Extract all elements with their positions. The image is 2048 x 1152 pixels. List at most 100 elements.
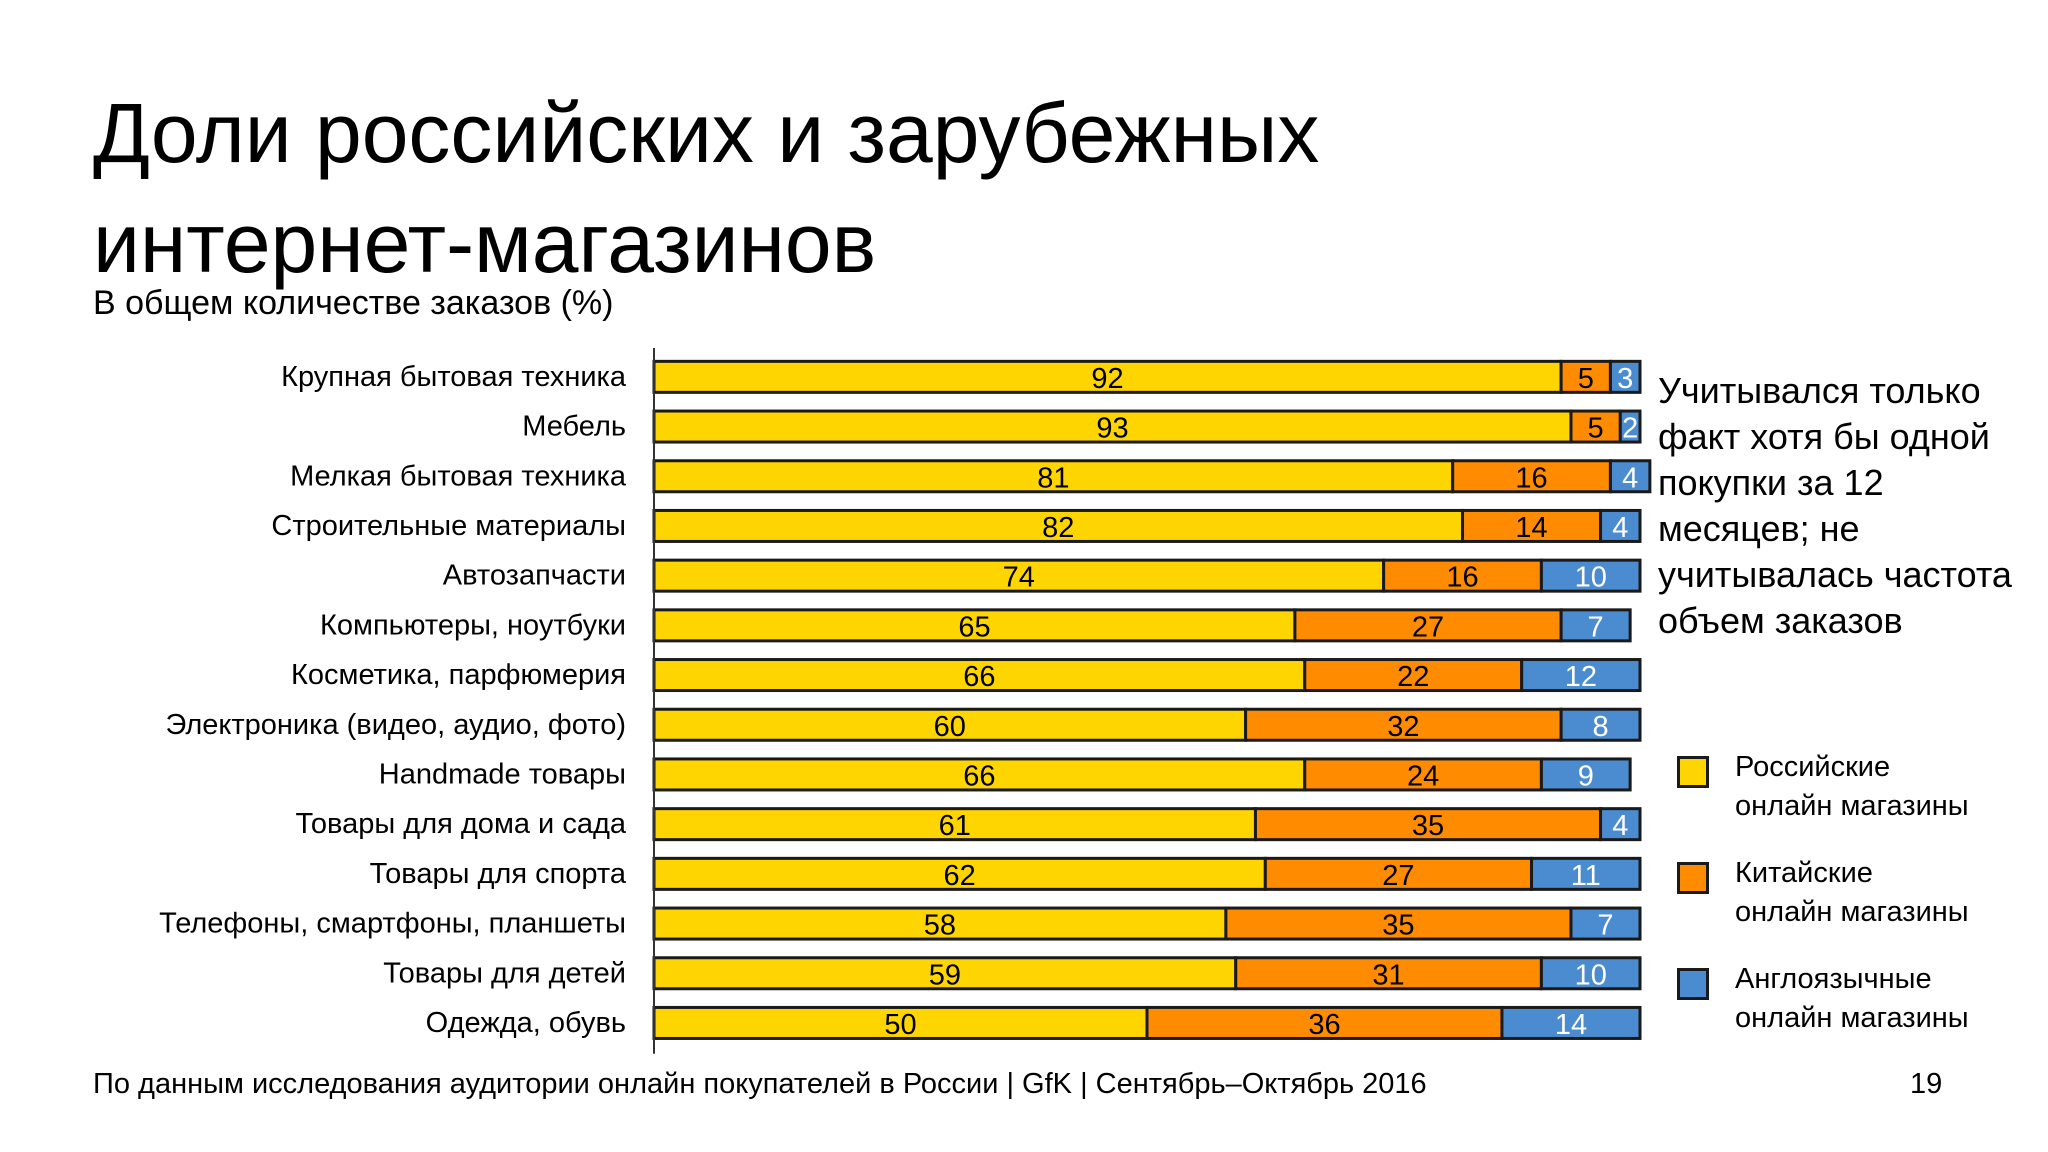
- bar-segment: [1559, 608, 1632, 643]
- bar-segment: [1520, 658, 1642, 693]
- legend-label-russian: Российские онлайн магазины: [1735, 748, 1969, 826]
- legend-label-line: Англоязычные: [1735, 963, 1932, 995]
- bar-segment: [1608, 359, 1642, 394]
- category-label: Handmade товары: [379, 758, 626, 790]
- data-label: 2: [1622, 413, 1638, 445]
- data-label: 27: [1382, 860, 1414, 892]
- data-label: 36: [1308, 1009, 1340, 1041]
- bar-segment: [1539, 558, 1642, 593]
- legend-label-chinese: Китайские онлайн магазины: [1735, 854, 1969, 932]
- data-label: 32: [1387, 711, 1419, 743]
- data-label: 4: [1612, 810, 1628, 842]
- bar-segment: [652, 608, 1297, 643]
- data-label: 24: [1407, 760, 1439, 792]
- bar-segment: [1224, 906, 1573, 941]
- legend-label-line: онлайн магазины: [1735, 790, 1969, 822]
- note-line: Учитывался только: [1658, 370, 1981, 411]
- data-label: 4: [1612, 512, 1628, 544]
- data-label: 11: [1571, 860, 1601, 892]
- category-label: Автозапчасти: [443, 560, 626, 592]
- data-label: 8: [1592, 711, 1608, 743]
- data-label: 59: [929, 959, 961, 991]
- title-line-1: Доли российских и зарубежных: [93, 86, 1320, 180]
- chart-subtitle: В общем количестве заказов (%): [93, 284, 614, 322]
- data-label: 12: [1565, 661, 1597, 693]
- note-line: учитывалась частота: [1658, 554, 2012, 595]
- legend-swatch-russian: [1677, 756, 1709, 788]
- legend-label-english: Англоязычные онлайн магазины: [1735, 960, 1969, 1038]
- data-label: 3: [1617, 363, 1633, 395]
- bar-segment: [1303, 757, 1543, 792]
- category-label: Мебель: [522, 411, 626, 443]
- data-label: 10: [1575, 562, 1607, 594]
- category-label: Крупная бытовая техника: [281, 361, 627, 393]
- bar-segment: [1599, 807, 1642, 842]
- category-label: Одежда, обувь: [426, 1007, 626, 1039]
- category-label: Товары для спорта: [370, 858, 627, 890]
- bar-segment: [1539, 757, 1632, 792]
- legend-label-line: Китайские: [1735, 857, 1873, 889]
- data-label: 7: [1597, 910, 1613, 942]
- page-number: 19: [1910, 1068, 1943, 1100]
- bar-segment: [1608, 459, 1652, 494]
- bar-segment: [1539, 956, 1642, 991]
- bar-segment: [1569, 906, 1642, 941]
- bar-segment: [1500, 1005, 1642, 1040]
- data-label: 60: [934, 711, 966, 743]
- data-label: 66: [963, 661, 995, 693]
- slide-title: Доли российских и зарубежных интернет-ма…: [93, 78, 1319, 298]
- category-label: Мелкая бытовая техника: [290, 460, 627, 492]
- data-label: 16: [1446, 562, 1478, 594]
- bar-segment: [652, 459, 1455, 494]
- note-line: факт хотя бы одной: [1658, 416, 1990, 457]
- bar-segment: [1530, 856, 1642, 891]
- note-line: покупки за 12: [1658, 462, 1884, 503]
- category-label: Телефоны, смартфоны, планшеты: [159, 908, 626, 940]
- methodology-note: Учитывался только факт хотя бы одной пок…: [1658, 368, 2048, 644]
- bar-segment: [1253, 807, 1603, 842]
- note-line: объем заказов: [1658, 600, 1903, 641]
- legend-swatch-chinese: [1677, 862, 1709, 894]
- legend-label-line: онлайн магазины: [1735, 896, 1969, 928]
- data-label: 16: [1515, 462, 1547, 494]
- data-label: 35: [1412, 810, 1444, 842]
- data-label: 65: [958, 611, 990, 643]
- data-label: 82: [1042, 512, 1074, 544]
- bar-segment: [1618, 409, 1642, 444]
- category-label: Строительные материалы: [271, 510, 626, 542]
- bar-segment: [652, 508, 1465, 543]
- data-label: 5: [1588, 413, 1604, 445]
- data-label: 62: [944, 860, 976, 892]
- data-label: 35: [1382, 910, 1414, 942]
- category-label: Компьютеры, ноутбуки: [320, 609, 626, 641]
- category-label: Товары для дома и сада: [295, 808, 626, 840]
- source-footer: По данным исследования аудитории онлайн …: [93, 1068, 1427, 1100]
- data-label: 4: [1622, 462, 1638, 494]
- legend-label-line: онлайн магазины: [1735, 1002, 1969, 1034]
- legend-swatch-english: [1677, 968, 1709, 1000]
- data-label: 50: [884, 1009, 916, 1041]
- data-label: 22: [1397, 661, 1429, 693]
- note-line: месяцев; не: [1658, 508, 1860, 549]
- bar-segment: [652, 359, 1563, 394]
- data-label: 14: [1515, 512, 1547, 544]
- title-line-2: интернет-магазинов: [93, 196, 877, 290]
- bar-segment: [1244, 707, 1563, 742]
- data-label: 58: [924, 910, 956, 942]
- data-label: 61: [939, 810, 971, 842]
- bar-segment: [1263, 856, 1534, 891]
- data-label: 9: [1578, 760, 1594, 792]
- data-label: 93: [1096, 413, 1128, 445]
- data-label: 31: [1372, 959, 1404, 991]
- bar-segment: [652, 1005, 1149, 1040]
- bar-segment: [652, 707, 1248, 742]
- data-label: 14: [1555, 1009, 1587, 1041]
- data-label: 81: [1037, 462, 1069, 494]
- data-label: 5: [1578, 363, 1594, 395]
- bar-segment: [1599, 508, 1642, 543]
- bar-segment: [1559, 707, 1642, 742]
- data-label: 27: [1412, 611, 1444, 643]
- category-label: Товары для детей: [383, 957, 626, 989]
- data-label: 66: [963, 760, 995, 792]
